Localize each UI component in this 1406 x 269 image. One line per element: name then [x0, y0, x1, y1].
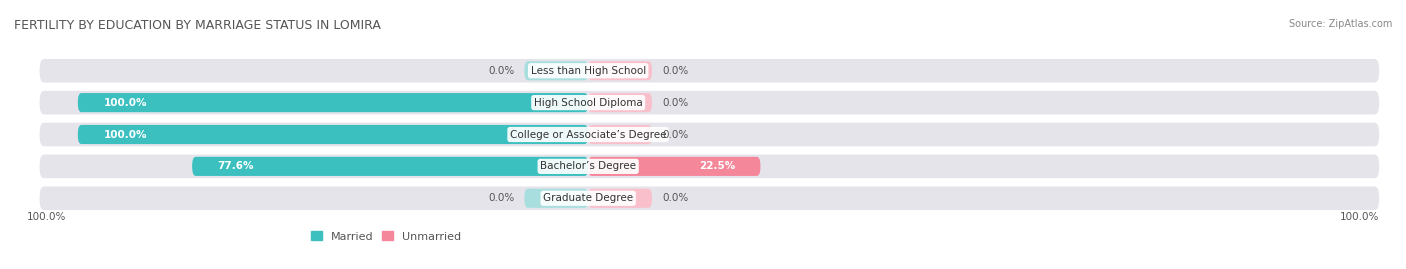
FancyBboxPatch shape	[588, 157, 761, 176]
FancyBboxPatch shape	[588, 125, 652, 144]
Text: High School Diploma: High School Diploma	[534, 98, 643, 108]
Text: 100.0%: 100.0%	[1340, 213, 1379, 222]
FancyBboxPatch shape	[77, 93, 588, 112]
FancyBboxPatch shape	[588, 189, 652, 208]
Legend: Married, Unmarried: Married, Unmarried	[307, 227, 465, 246]
FancyBboxPatch shape	[39, 91, 1379, 114]
FancyBboxPatch shape	[588, 93, 652, 112]
Text: Graduate Degree: Graduate Degree	[543, 193, 633, 203]
Text: 0.0%: 0.0%	[662, 98, 689, 108]
Text: 0.0%: 0.0%	[662, 193, 689, 203]
FancyBboxPatch shape	[77, 125, 588, 144]
Text: Bachelor’s Degree: Bachelor’s Degree	[540, 161, 636, 171]
FancyBboxPatch shape	[39, 59, 1379, 83]
Text: Source: ZipAtlas.com: Source: ZipAtlas.com	[1288, 19, 1392, 29]
FancyBboxPatch shape	[524, 189, 588, 208]
Text: 0.0%: 0.0%	[662, 66, 689, 76]
Text: FERTILITY BY EDUCATION BY MARRIAGE STATUS IN LOMIRA: FERTILITY BY EDUCATION BY MARRIAGE STATU…	[14, 19, 381, 32]
Text: 77.6%: 77.6%	[218, 161, 254, 171]
Text: College or Associate’s Degree: College or Associate’s Degree	[510, 129, 666, 140]
Text: 22.5%: 22.5%	[699, 161, 735, 171]
Text: 0.0%: 0.0%	[488, 193, 515, 203]
Text: 100.0%: 100.0%	[104, 129, 146, 140]
Text: 100.0%: 100.0%	[104, 98, 146, 108]
Text: Less than High School: Less than High School	[530, 66, 645, 76]
Text: 0.0%: 0.0%	[488, 66, 515, 76]
FancyBboxPatch shape	[193, 157, 588, 176]
FancyBboxPatch shape	[39, 123, 1379, 146]
Text: 0.0%: 0.0%	[662, 129, 689, 140]
FancyBboxPatch shape	[39, 155, 1379, 178]
Text: 100.0%: 100.0%	[27, 213, 66, 222]
FancyBboxPatch shape	[39, 186, 1379, 210]
FancyBboxPatch shape	[524, 61, 588, 80]
FancyBboxPatch shape	[588, 61, 652, 80]
